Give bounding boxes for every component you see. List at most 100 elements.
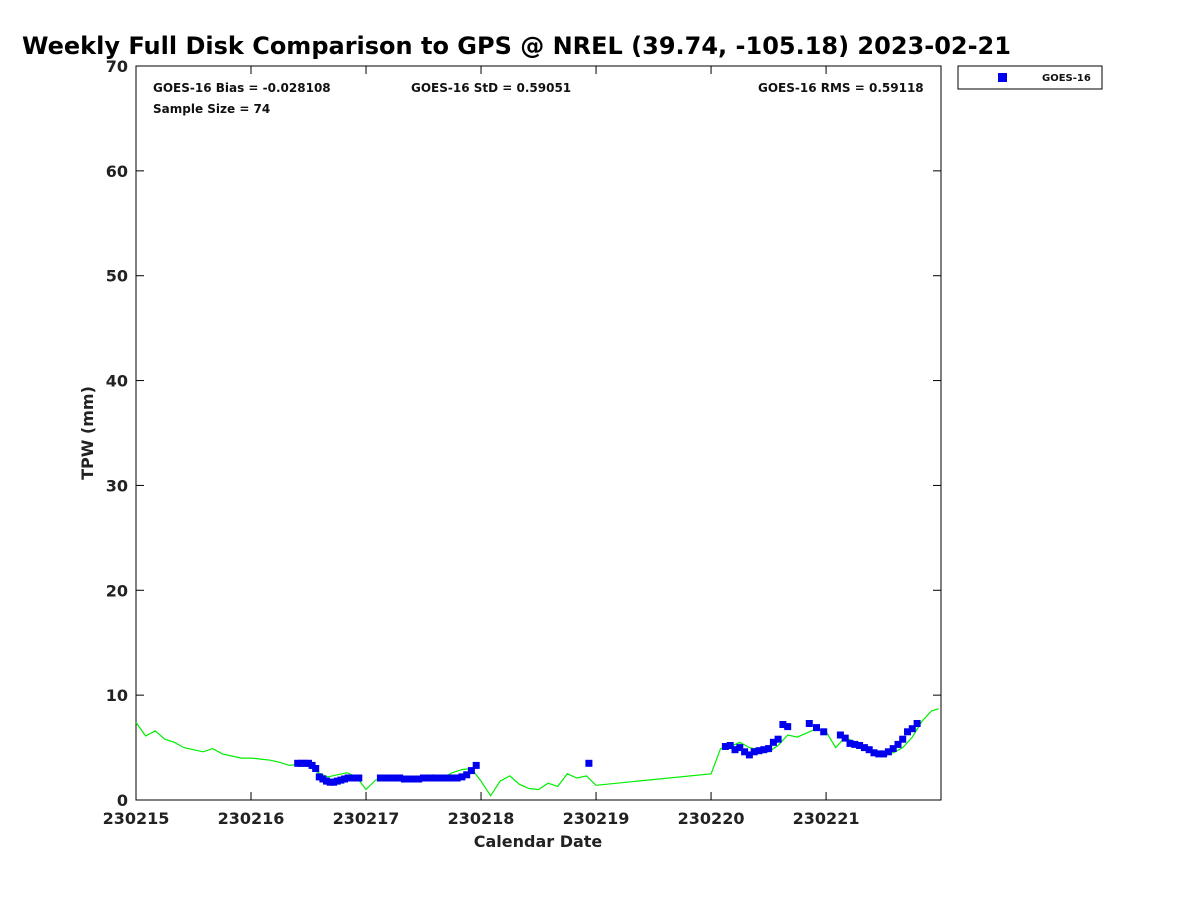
- legend-box: [957, 65, 1103, 90]
- goes16-point: [875, 750, 883, 758]
- goes16-point: [348, 774, 356, 782]
- goes16-point: [429, 774, 437, 782]
- goes16-point: [472, 761, 480, 769]
- goes16-point: [308, 761, 316, 769]
- goes16-point: [337, 776, 345, 784]
- x-tick-label: 230218: [448, 809, 515, 828]
- goes16-point: [463, 771, 471, 779]
- goes16-point: [444, 774, 451, 782]
- y-tick-label: 40: [106, 372, 128, 391]
- sample-size-stat: Sample Size = 74: [153, 102, 270, 116]
- goes16-point: [294, 759, 302, 767]
- axes: 230215 230216 230217 230218 230219 230220 2302…: [103, 57, 942, 828]
- goes16-point: [351, 774, 359, 782]
- goes16-point: [467, 767, 475, 775]
- goes16-point: [312, 765, 320, 772]
- goes16-point: [386, 774, 394, 782]
- goes16-point: [856, 742, 864, 749]
- x-tick-label: 230220: [678, 809, 745, 828]
- goes16-point: [774, 735, 782, 743]
- legend: GOES-16: [957, 65, 1103, 90]
- goes16-point: [326, 778, 334, 786]
- goes16-point: [391, 774, 399, 782]
- goes16-point: [904, 728, 911, 736]
- goes16-point: [908, 725, 916, 733]
- rms-stat: GOES-16 RMS = 0.59118: [758, 81, 924, 95]
- x-axis-label: Calendar Date: [474, 832, 603, 851]
- goes16-point: [400, 775, 408, 783]
- goes16-point: [301, 759, 309, 767]
- y-tick-label: 20: [106, 581, 128, 600]
- y-tick-label: 70: [106, 57, 128, 76]
- goes16-point: [846, 739, 854, 747]
- goes16-point: [319, 775, 327, 783]
- x-tick-label: 230216: [218, 809, 285, 828]
- goes16-point: [410, 775, 418, 783]
- goes16-point: [381, 774, 389, 782]
- goes16-point: [731, 746, 739, 754]
- goes16-point: [865, 746, 873, 754]
- goes16-point: [323, 777, 330, 785]
- x-tick-label: 230219: [563, 809, 630, 828]
- goes16-point: [434, 774, 442, 782]
- goes16-point: [721, 743, 729, 750]
- goes16-point: [585, 759, 593, 767]
- goes16-point: [820, 728, 828, 736]
- y-tick-label: 60: [106, 162, 128, 181]
- goes16-point: [439, 774, 447, 782]
- y-tick-label: 0: [117, 791, 128, 810]
- y-tick-label: 10: [106, 686, 128, 705]
- goes16-point: [736, 744, 744, 752]
- goes16-point: [726, 742, 734, 749]
- goes16-point: [899, 735, 907, 743]
- goes16-point: [355, 774, 363, 782]
- goes16-point: [297, 759, 305, 767]
- goes16-point: [424, 774, 432, 782]
- x-tick-label: 230217: [333, 809, 400, 828]
- goes16-point: [420, 774, 427, 782]
- y-tick-label: 50: [106, 267, 128, 286]
- goes16-point: [880, 750, 888, 758]
- goes16-point: [779, 721, 787, 728]
- goes16-point: [741, 748, 749, 756]
- goes16-point: [750, 748, 758, 756]
- legend-marker: [998, 73, 1007, 82]
- goes16-point: [333, 777, 341, 785]
- goes16-point: [851, 740, 859, 748]
- goes16-point: [341, 775, 348, 783]
- x-tick-label: 230215: [103, 809, 170, 828]
- goes16-point: [376, 774, 384, 782]
- goes16-point: [769, 738, 777, 746]
- x-tick-label: 230221: [793, 809, 860, 828]
- goes16-point: [889, 745, 897, 753]
- bias-stat: GOES-16 Bias = -0.028108: [153, 81, 331, 95]
- goes16-point: [330, 778, 338, 786]
- goes16-point: [860, 744, 868, 752]
- goes16-scatter-series: [294, 720, 921, 786]
- goes16-point: [755, 747, 763, 755]
- goes16-point: [784, 723, 792, 731]
- goes16-point: [884, 748, 892, 756]
- goes16-point: [894, 740, 902, 748]
- goes16-point: [813, 724, 820, 732]
- goes16-point: [405, 775, 413, 783]
- goes16-point: [870, 749, 878, 757]
- goes16-point: [745, 751, 753, 759]
- goes16-point: [305, 759, 312, 767]
- chart-title: Weekly Full Disk Comparison to GPS @ NRE…: [22, 32, 1011, 60]
- goes16-point: [765, 745, 773, 753]
- goes16-point: [760, 746, 768, 754]
- y-tick-label: 30: [106, 476, 128, 495]
- gps-line-series: [135, 708, 939, 797]
- y-axis-label: TPW (mm): [78, 386, 97, 480]
- goes16-point: [396, 774, 404, 782]
- goes16-point: [448, 774, 456, 782]
- goes16-point: [415, 775, 423, 783]
- goes16-point: [841, 734, 849, 742]
- plot-frame: [135, 65, 942, 801]
- legend-entry-goes16: GOES-16: [1042, 73, 1091, 84]
- goes16-point: [836, 731, 844, 739]
- goes16-point: [315, 773, 323, 781]
- goes16-point: [805, 720, 813, 727]
